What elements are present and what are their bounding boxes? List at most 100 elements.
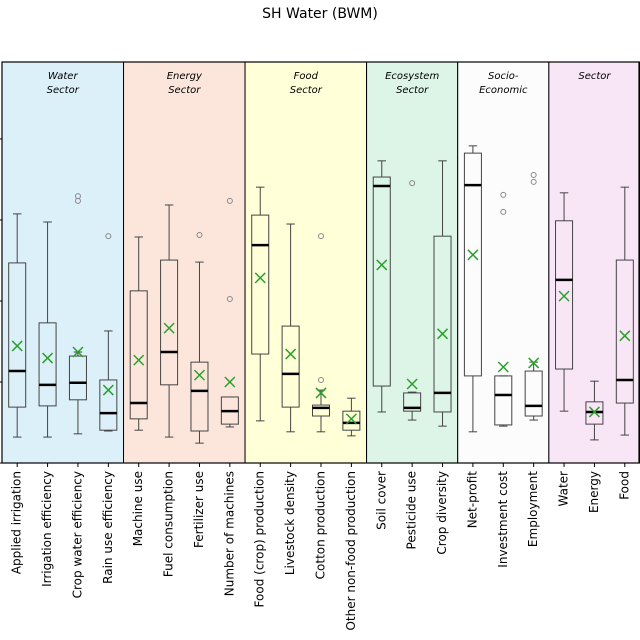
box-plot (342, 397, 361, 437)
mean-marker (193, 369, 206, 381)
mean-marker (558, 290, 570, 302)
box (99, 379, 118, 431)
mean-marker (133, 354, 145, 366)
box (615, 259, 634, 404)
box-plot (615, 186, 634, 436)
box-plot (372, 160, 391, 413)
box (190, 361, 209, 432)
outlier (74, 197, 81, 204)
x-tick-label: Crop water efficiency (70, 471, 84, 598)
x-tick-label: Fertilizer use (192, 471, 206, 548)
mean-marker (11, 340, 23, 352)
box (463, 152, 482, 377)
x-tick-label: Pesticide use (405, 471, 419, 549)
x-tick-label: Soil cover (374, 471, 388, 530)
mean-marker (436, 328, 449, 340)
outlier (318, 233, 324, 240)
mean-marker (42, 352, 54, 364)
mean-marker (102, 384, 114, 396)
x-tick-label: Crop diversity (435, 471, 449, 555)
box-plot (524, 172, 543, 421)
box (494, 375, 513, 426)
mean-marker (224, 376, 236, 388)
mean-marker (163, 322, 175, 334)
x-tick-label: Food (crop) production (253, 471, 267, 607)
x-tick-label: Cotton production (314, 471, 328, 579)
outlier (530, 172, 537, 179)
outlier (500, 191, 507, 198)
mean-marker (315, 387, 327, 399)
box-plot (585, 380, 604, 441)
x-tick-label: Irrigation efficiency (40, 471, 54, 587)
group-label: Energy (167, 71, 203, 82)
group-label: Sector (396, 85, 429, 96)
group-label: Sector (578, 71, 611, 82)
group-label: Sector (47, 85, 80, 96)
outlier (530, 178, 537, 185)
mean-marker (254, 272, 266, 284)
box-plot (129, 236, 148, 431)
box (160, 259, 179, 386)
x-tick-label: Food (617, 471, 631, 500)
group-panel (123, 61, 246, 464)
box (524, 370, 543, 417)
box (342, 410, 361, 431)
group-label: Ecosystem (385, 71, 439, 82)
box-plot (99, 233, 118, 432)
group-label: Sector (168, 85, 201, 96)
box (281, 325, 300, 408)
box-plot (220, 197, 239, 428)
group-label: Food (294, 71, 319, 82)
box-plot (68, 193, 87, 435)
x-tick-label: Machine use (131, 471, 145, 546)
mean-marker (588, 406, 600, 418)
outlier (226, 295, 233, 302)
mean-marker (497, 361, 509, 373)
mean-marker (345, 413, 357, 425)
chart-title: SH Water (BWM) (262, 6, 378, 22)
mean-marker (72, 346, 84, 358)
x-tick-label: Fuel consumption (162, 471, 176, 577)
x-tick-label: Net-profit (465, 471, 479, 529)
x-tick-label: Applied irrigation (10, 471, 24, 574)
x-tick-label: Employment (526, 471, 540, 547)
outlier (500, 208, 507, 215)
mean-marker (376, 259, 388, 271)
box-plot (555, 192, 574, 412)
box (403, 392, 422, 412)
box (251, 214, 270, 355)
x-tick-label: Energy (587, 471, 601, 513)
x-tick-label: Other non-food production (344, 471, 358, 631)
x-tick-label: Number of machines (222, 471, 236, 596)
box-plot (8, 213, 27, 438)
box (8, 262, 27, 408)
box-plot (433, 160, 452, 427)
mean-marker (528, 357, 540, 369)
box-plot (463, 145, 482, 433)
box (555, 220, 574, 370)
outlier (409, 180, 416, 187)
mean-marker (285, 348, 297, 360)
box-plot (160, 204, 179, 438)
box (38, 322, 57, 407)
outlier (105, 233, 112, 240)
box-plot (281, 223, 300, 433)
mean-marker (467, 249, 479, 261)
box (433, 235, 452, 413)
group-label: Economic (479, 85, 528, 96)
box (311, 404, 331, 417)
x-tick-label: Investment cost (496, 471, 510, 568)
box-plot (494, 191, 513, 427)
group-label: Water (48, 71, 79, 82)
x-tick-label: Livestock density (283, 471, 297, 575)
box-plot (38, 221, 57, 438)
box-plot (251, 186, 270, 422)
outlier (196, 231, 203, 238)
outlier (226, 197, 233, 204)
mean-marker (406, 378, 418, 390)
mean-marker (619, 330, 631, 342)
group-label: Sector (290, 85, 323, 96)
box (68, 355, 87, 401)
box-plot (311, 233, 331, 433)
